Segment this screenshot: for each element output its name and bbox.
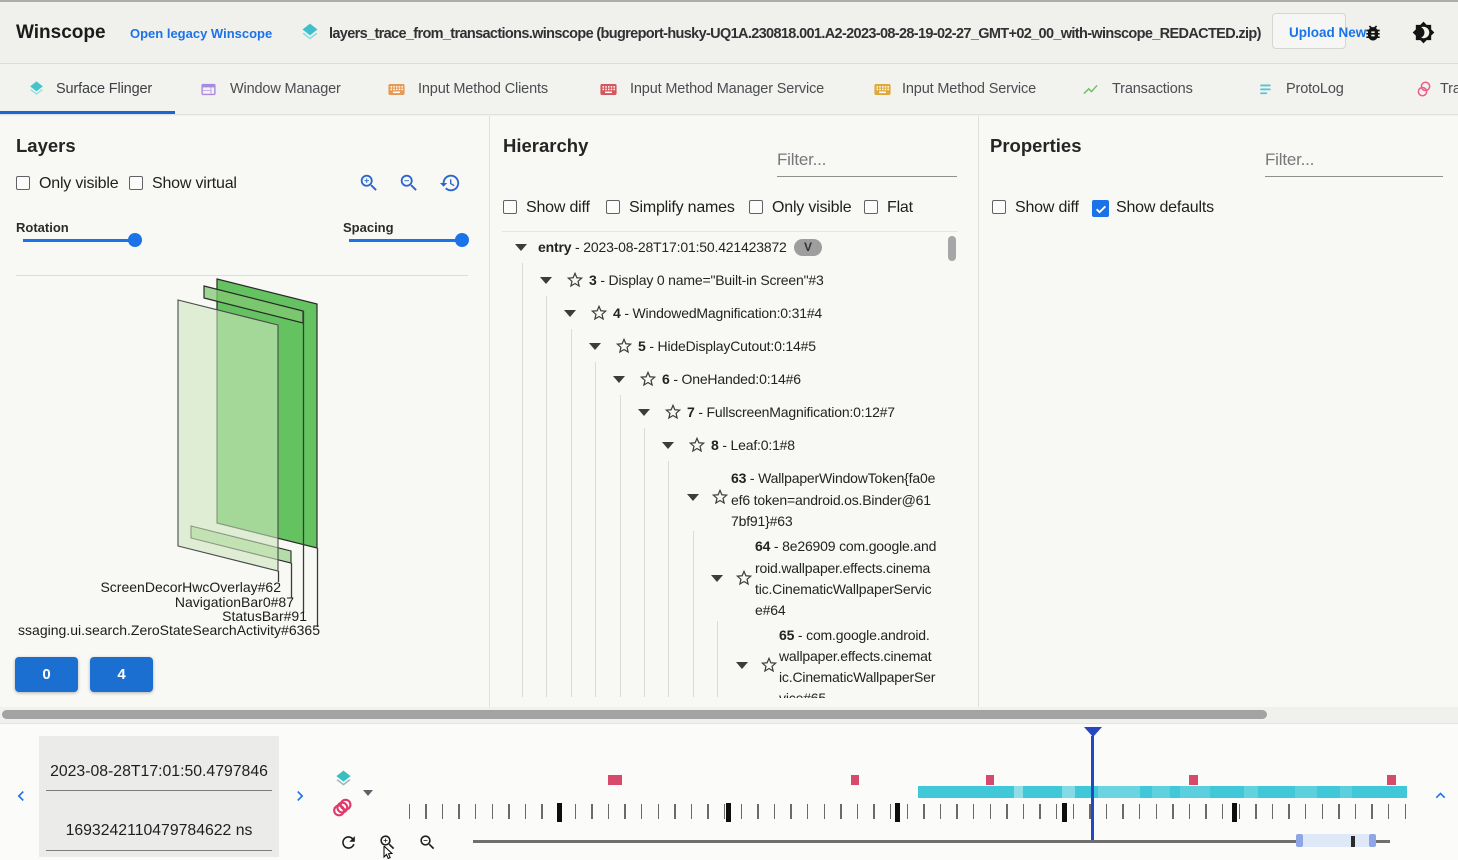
svg-text:ssaging.ui.search.ZeroStateSea: ssaging.ui.search.ZeroStateSearchActivit… [18,622,320,638]
svg-text:NavigationBar0#87: NavigationBar0#87 [175,594,294,610]
svg-text:StatusBar#91: StatusBar#91 [222,608,307,624]
svg-text:ScreenDecorHwcOverlay#62: ScreenDecorHwcOverlay#62 [100,579,281,595]
